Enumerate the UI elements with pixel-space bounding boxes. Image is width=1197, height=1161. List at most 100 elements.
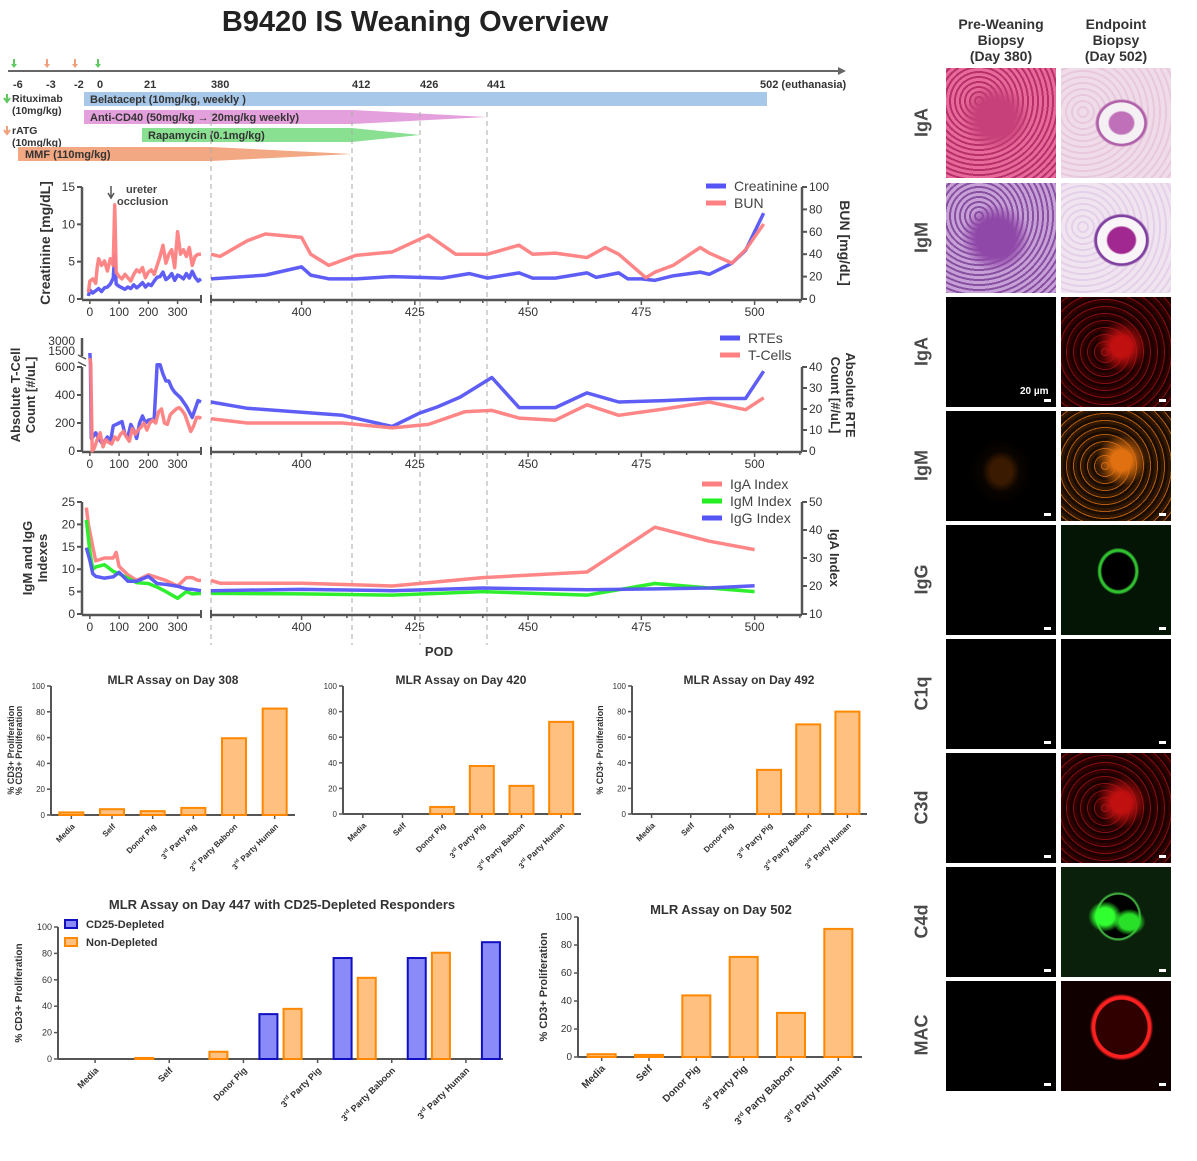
legend-swatch: [64, 919, 78, 929]
x-tick-label: 400: [292, 457, 312, 471]
x-axis-title: POD: [425, 644, 453, 659]
series-line-t-cells: [88, 357, 203, 453]
y2-tick-label: 0: [809, 444, 816, 458]
x-category-label: 3rd Party Pig: [279, 1065, 323, 1109]
bar-non-depleted: [282, 1007, 303, 1061]
figure-title: B9420 IS Weaning Overview: [221, 6, 609, 38]
bar: [728, 955, 759, 1059]
timeline-legend-label: rATG: [12, 125, 37, 137]
bar: [756, 768, 783, 816]
y-tick-label: 20: [328, 784, 337, 793]
y-axis-title: % CD3+ Proliferation: [538, 932, 550, 1041]
y2-tick-label: 30: [809, 551, 823, 565]
y-tick-label: 40: [328, 759, 337, 768]
timeline-tick-label: 0: [97, 79, 103, 91]
y-tick-label: 80: [36, 708, 45, 717]
series-line-iga-index: [84, 507, 201, 588]
series-line-bun: [210, 222, 766, 280]
x-category-label: Self: [156, 1065, 175, 1084]
y-tick-label: 100: [613, 682, 627, 691]
biopsy-image-iga-pre: [946, 297, 1056, 407]
timeline-tick-label: -2: [74, 79, 84, 91]
chart-title: MLR Assay on Day 420: [396, 673, 527, 687]
biopsy-row-label: C1q: [911, 676, 932, 711]
bar: [508, 784, 535, 816]
scale-bar-icon: [1159, 513, 1166, 516]
biopsy-image-igm-end: [1061, 183, 1171, 293]
bar-cd25-depleted: [406, 957, 427, 1061]
y2-tick-label: 10: [809, 607, 823, 621]
legend-label: CD25-Depleted: [86, 919, 164, 931]
line-chart-renal: 0 5 10 15 0 20 40 60 80 100 0 100 200 300 400 425 450 475…: [37, 178, 853, 319]
timeline-tick-label: 412: [352, 79, 370, 91]
x-tick-label: 200: [138, 620, 158, 634]
legend-label: IgM Index: [730, 493, 791, 509]
timeline-arrowhead: [838, 67, 846, 75]
y-axis-title: Count [#/uL]: [23, 357, 38, 434]
timeline-tick-label: 380: [211, 79, 229, 91]
axis-break-icon: [77, 354, 87, 367]
bar: [548, 720, 575, 816]
scale-bar-icon: [1159, 969, 1166, 972]
x-tick-label: 475: [631, 620, 651, 634]
biopsy-row-label: IgM: [911, 222, 932, 253]
bar: [261, 707, 288, 817]
bar: [776, 1011, 806, 1059]
biopsy-row-label: IgG: [911, 564, 932, 595]
y-tick-label: 0: [68, 444, 75, 458]
scale-bar-icon: [1044, 399, 1051, 402]
timeline-legend-label: Rituximab: [12, 93, 63, 105]
bar: [221, 737, 247, 816]
legend-label: T-Cells: [748, 347, 792, 363]
y-tick-label: 60: [36, 734, 45, 743]
x-tick-label: 100: [109, 457, 129, 471]
biopsy-image-igg-end: [1061, 525, 1171, 635]
x-tick-label: 300: [168, 620, 188, 634]
y-axis-title: Indexes: [35, 534, 50, 582]
biopsy-column-header: Pre-Weaning Biopsy (Day 380): [958, 16, 1044, 64]
x-category-label: 3rd Party Pig: [735, 820, 775, 860]
x-category-label: 3rd Party Baboon: [339, 1065, 397, 1123]
bar-cd25-depleted: [258, 1013, 279, 1060]
scale-bar-icon: [1159, 741, 1166, 744]
y-tick-label: 25: [62, 495, 76, 509]
biopsy-image-iga-pre: [946, 68, 1056, 178]
x-category-label: Self: [634, 1063, 655, 1084]
y2-tick-label: 20: [809, 579, 823, 593]
y-tick-label: 100: [324, 682, 338, 691]
bar-cd25-depleted: [480, 941, 501, 1060]
bar: [823, 927, 854, 1059]
bar-chart-mlr502: MLR Assay on Day 502 0 20 40 60 80 100 % CD3+ P…: [538, 902, 862, 1128]
y-tick-label: 0: [47, 1054, 52, 1064]
y2-axis-title: BUN [mg/dL]: [837, 200, 853, 286]
chart-title: MLR Assay on Day 447 with CD25-Depleted …: [109, 897, 455, 912]
x-category-label: Self: [391, 821, 408, 838]
y-tick-label: 60: [617, 733, 626, 742]
treatment-bar-label: Rapamycin (0.1mg/kg): [148, 130, 265, 142]
y2-tick-label: 20: [809, 270, 823, 284]
timeline-tick-label: 502 (euthanasia): [760, 79, 847, 91]
x-category-label: Media: [580, 1063, 608, 1091]
y-tick-label: 1500: [48, 344, 75, 358]
scale-bar-icon: [1044, 969, 1051, 972]
legend-swatch: [64, 937, 78, 947]
x-category-label: Media: [75, 1065, 101, 1091]
timeline-tick-label: 426: [420, 79, 438, 91]
y-tick-label: 0: [41, 811, 46, 820]
treatment-bar-label: Belatacept (10mg/kg, weekly ): [90, 94, 246, 106]
scale-bar-icon: [1159, 1083, 1166, 1086]
dose-arrow-icon: [11, 64, 17, 68]
x-category-label: 3rd Party Pig: [700, 1063, 750, 1113]
bar-chart-mlr420: MLR Assay on Day 420 0 20 40 60 80 100 % CD3+ P…: [6, 673, 581, 873]
timeline-tick-label: -3: [46, 79, 56, 91]
y2-tick-label: 20: [809, 402, 823, 416]
y2-axis-title: Count [#/uL]: [828, 357, 843, 434]
bar-chart-mlr492: MLR Assay on Day 492 0 20 40 60 80 100 % CD3+ P…: [595, 673, 867, 873]
biopsy-row-label: IgA: [911, 337, 932, 366]
scale-bar-icon: [1044, 627, 1051, 630]
y-tick-label: 3000: [48, 334, 75, 348]
biopsy-image-igm-pre: [946, 183, 1056, 293]
x-tick-label: 450: [518, 620, 538, 634]
scale-bar-label: 20 µm: [1020, 386, 1049, 397]
